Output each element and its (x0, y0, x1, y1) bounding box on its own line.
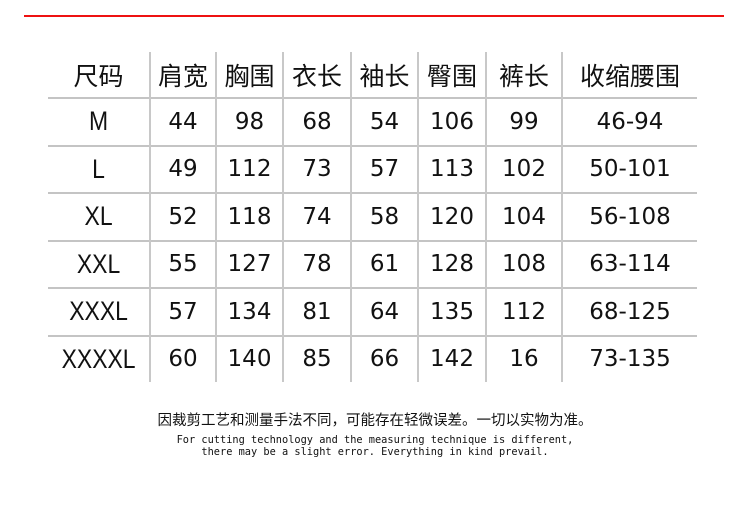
table-cell: 55 (149, 239, 216, 288)
column-header: 尺码 (73, 61, 124, 91)
table-cell: 102 (485, 144, 562, 193)
size-label: XL (55, 192, 143, 241)
table-cell: 73-135 (561, 334, 697, 382)
table-cell: 68 (282, 97, 351, 146)
column-header: 收缩腰围 (561, 52, 697, 98)
table-cell: 112 (215, 144, 283, 193)
table-cell: 56-108 (561, 192, 697, 241)
table-cell: 60 (149, 334, 216, 382)
table-cell: 128 (417, 239, 486, 288)
table-cell: 73 (282, 144, 351, 193)
table-cell: 49 (149, 144, 216, 193)
column-header: 臀围 (417, 52, 486, 98)
table-cell: 104 (485, 192, 562, 241)
disclaimer-english: For cutting technology and the measuring… (0, 434, 750, 458)
table-cell: 57 (350, 144, 418, 193)
table-cell: 127 (215, 239, 283, 288)
column-header: 袖长 (350, 52, 418, 98)
table-cell: 66 (350, 334, 418, 382)
table-cell: 74 (282, 192, 351, 241)
table-cell: 52 (149, 192, 216, 241)
table-row: XL 52 118 74 58 120 104 56-108 (48, 192, 697, 241)
table-cell: 50-101 (561, 144, 697, 193)
table-cell: 81 (282, 287, 351, 336)
table-row: M 44 98 68 54 106 99 46-94 (48, 97, 697, 146)
table-cell: 68-125 (561, 287, 697, 336)
table-row: XXXXL 60 140 85 66 142 16 73-135 (48, 334, 697, 382)
table-cell: 63-114 (561, 239, 697, 288)
table-cell: 64 (350, 287, 418, 336)
table-cell: 120 (417, 192, 486, 241)
disclaimer-english-line-2: there may be a slight error. Everything … (201, 446, 549, 458)
header-row: 尺码 肩宽 胸围 衣长 袖长 臀围 裤长 收缩腰围 (48, 52, 697, 98)
table-cell: 58 (350, 192, 418, 241)
column-header: 裤长 (485, 52, 562, 98)
size-label: M (55, 97, 143, 146)
table-cell: 98 (215, 97, 283, 146)
table-cell: 140 (215, 334, 283, 382)
column-header: 肩宽 (149, 52, 216, 98)
table-cell: 61 (350, 239, 418, 288)
column-header: 胸围 (215, 52, 283, 98)
table-cell: 16 (485, 334, 562, 382)
column-header: 衣长 (282, 52, 351, 98)
table-cell: 113 (417, 144, 486, 193)
table-cell: 106 (417, 97, 486, 146)
table-cell: 118 (215, 192, 283, 241)
table-row: XXL 55 127 78 61 128 108 63-114 (48, 239, 697, 288)
size-label: XXXL (55, 287, 143, 336)
table-cell: 99 (485, 97, 562, 146)
table-cell: 142 (417, 334, 486, 382)
size-label: L (55, 144, 143, 193)
table-cell: 46-94 (561, 97, 697, 146)
table-cell: 57 (149, 287, 216, 336)
table-cell: 134 (215, 287, 283, 336)
size-label: XXL (55, 239, 143, 288)
table-cell: 44 (149, 97, 216, 146)
table-cell: 135 (417, 287, 486, 336)
table-cell: 108 (485, 239, 562, 288)
table-cell: 54 (350, 97, 418, 146)
size-label: XXXXL (55, 334, 143, 382)
disclaimer-english-line-1: For cutting technology and the measuring… (176, 434, 574, 446)
table-row: XXXL 57 134 81 64 135 112 68-125 (48, 287, 697, 336)
table-cell: 78 (282, 239, 351, 288)
size-chart-table: 尺码 肩宽 胸围 衣长 袖长 臀围 裤长 收缩腰围 M 44 98 68 54 106 99 46-94 L 4… (48, 52, 697, 382)
disclaimer-chinese: 因裁剪工艺和测量手法不同，可能存在轻微误差。一切以实物为准。 (157, 413, 593, 429)
table-row: L 49 112 73 57 113 102 50-101 (48, 144, 697, 193)
table-cell: 85 (282, 334, 351, 382)
table-cell: 112 (485, 287, 562, 336)
top-red-divider (24, 15, 724, 17)
